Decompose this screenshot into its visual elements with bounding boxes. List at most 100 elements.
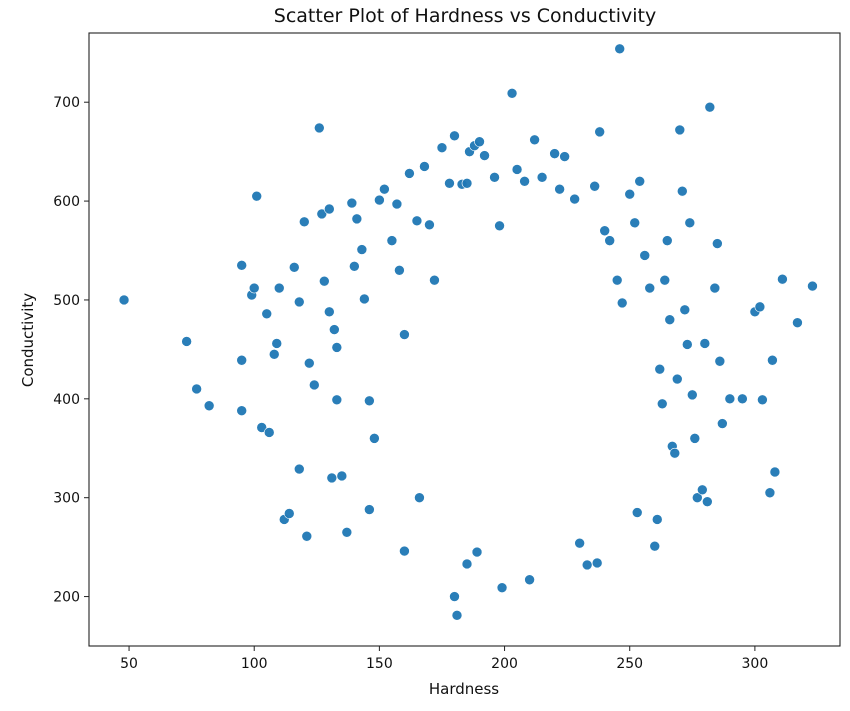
scatter-point	[369, 433, 380, 444]
scatter-point	[689, 433, 701, 444]
scatter-point	[754, 301, 766, 313]
scatter-point	[451, 610, 463, 621]
scatter-point	[686, 389, 698, 401]
scatter-point	[331, 342, 343, 353]
x-tick-label: 50	[120, 656, 138, 672]
scatter-point	[474, 136, 485, 148]
scatter-point	[554, 183, 565, 195]
scatter-point	[559, 151, 570, 162]
scatter-point	[449, 591, 460, 602]
scatter-point	[288, 262, 300, 273]
scatter-point	[419, 161, 430, 172]
scatter-point	[777, 273, 788, 285]
scatter-point	[236, 260, 247, 271]
scatter-point	[404, 168, 415, 179]
scatter-point	[494, 220, 505, 232]
scatter-point	[519, 176, 530, 187]
scatter-point	[386, 235, 398, 246]
data-points	[118, 43, 818, 621]
scatter-point	[702, 496, 713, 507]
scatter-point	[651, 514, 663, 525]
scatter-point	[717, 418, 728, 429]
scatter-point	[346, 197, 358, 209]
scatter-point	[341, 526, 353, 538]
scatter-point	[261, 308, 273, 320]
scatter-point	[271, 338, 283, 349]
y-axis: 200 300 400 500 600 700	[53, 95, 89, 606]
scatter-point	[714, 355, 726, 367]
scatter-point	[659, 274, 671, 286]
scatter-point	[709, 282, 721, 294]
scatter-point	[461, 177, 473, 189]
scatter-point	[506, 88, 518, 99]
scatter-point	[489, 172, 500, 183]
scatter-point	[697, 484, 708, 496]
scatter-point	[349, 261, 360, 272]
scatter-point	[574, 537, 585, 549]
scatter-point	[536, 172, 548, 183]
scatter-point	[283, 508, 295, 519]
scatter-point	[251, 190, 263, 202]
scatter-point	[529, 134, 540, 146]
scatter-point	[704, 101, 716, 113]
scatter-point	[724, 393, 736, 405]
x-axis: 50 100 150 200 250 300	[120, 646, 768, 672]
scatter-point	[511, 164, 523, 175]
x-axis-label: Hardness	[429, 680, 499, 698]
scatter-point	[681, 339, 693, 350]
scatter-point	[248, 282, 260, 294]
scatter-point	[429, 274, 440, 286]
scatter-point	[604, 235, 615, 246]
scatter-point	[263, 427, 275, 438]
scatter-point	[792, 317, 803, 328]
scatter-point	[674, 124, 686, 136]
scatter-point	[436, 142, 448, 153]
scatter-point	[661, 235, 673, 246]
scatter-point	[303, 357, 315, 369]
scatter-point	[374, 194, 385, 206]
scatter-point	[411, 215, 423, 227]
x-tick-label: 150	[366, 656, 393, 672]
scatter-point	[654, 363, 666, 375]
scatter-point	[273, 282, 285, 294]
scatter-point	[649, 540, 661, 552]
scatter-point	[471, 546, 483, 558]
scatter-point	[364, 504, 375, 515]
scatter-point	[631, 507, 643, 518]
scatter-point	[314, 122, 325, 134]
scatter-point	[394, 264, 405, 276]
scatter-point	[256, 422, 268, 433]
scatter-point	[692, 492, 703, 503]
scatter-point	[316, 208, 328, 220]
y-tick-label: 600	[53, 194, 80, 210]
scatter-point	[699, 338, 711, 349]
scatter-point	[767, 354, 778, 366]
scatter-point	[203, 400, 215, 412]
scatter-point	[461, 558, 473, 570]
x-tick-label: 300	[742, 656, 769, 672]
plot-area-frame	[88, 32, 841, 647]
scatter-point	[496, 582, 508, 593]
scatter-point	[356, 244, 368, 255]
scatter-point	[359, 293, 370, 305]
scatter-point	[319, 275, 330, 287]
scatter-point	[191, 383, 202, 395]
scatter-point	[669, 447, 681, 459]
scatter-point	[737, 393, 748, 405]
scatter-point	[399, 329, 410, 340]
scatter-point	[569, 193, 580, 205]
scatter-point	[268, 349, 280, 360]
scatter-point	[664, 314, 676, 326]
scatter-point	[634, 176, 646, 187]
x-tick-label: 250	[616, 656, 643, 672]
scatter-point	[399, 545, 410, 557]
scatter-point	[676, 185, 688, 197]
scatter-point	[524, 574, 535, 586]
scatter-point	[181, 336, 192, 347]
scatter-point	[329, 324, 340, 335]
scatter-point	[293, 463, 305, 475]
scatter-point	[444, 177, 455, 189]
scatter-point	[757, 394, 768, 406]
scatter-point	[293, 296, 305, 308]
x-tick-label: 100	[241, 656, 268, 672]
